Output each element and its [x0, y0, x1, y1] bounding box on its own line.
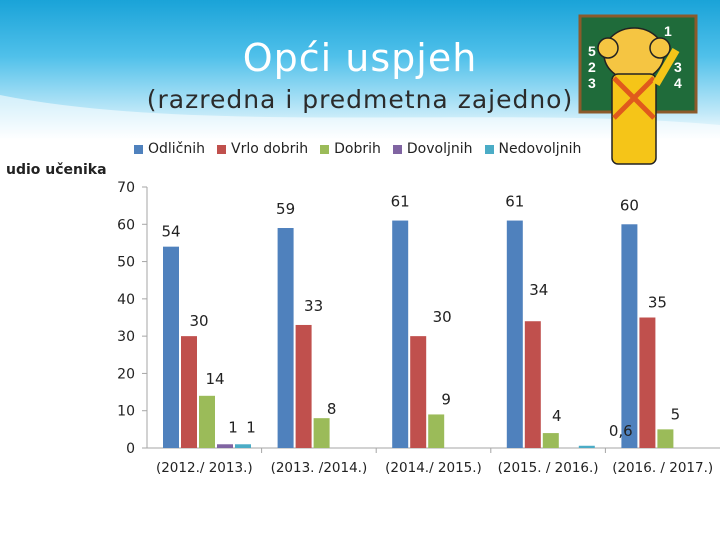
legend-label: Odličnih: [148, 141, 206, 157]
bar: [235, 444, 251, 448]
x-tick-label: (2016. / 2017.): [612, 460, 713, 476]
y-tick-label: 20: [117, 366, 135, 382]
svg-text:5: 5: [588, 43, 596, 59]
legend-item-nedovoljnih: Nedovoljnih: [484, 140, 582, 158]
legend-swatch: [484, 144, 494, 154]
data-label: 34: [529, 281, 548, 299]
y-axis-label: udio učenika: [6, 162, 107, 178]
svg-text:1: 1: [664, 23, 672, 39]
bar: [163, 246, 179, 448]
data-label: 4: [552, 407, 562, 425]
x-tick-label: (2013. /2014.): [271, 460, 368, 476]
x-tick-label: (2012./ 2013.): [156, 460, 253, 476]
bar: [277, 228, 294, 448]
y-tick-label: 70: [117, 180, 135, 196]
data-label: 5: [671, 405, 681, 423]
data-label: 33: [304, 297, 323, 315]
data-label: 35: [648, 294, 667, 312]
y-tick-label: 10: [117, 404, 135, 420]
bar: [217, 444, 233, 448]
data-label: 1: [246, 418, 256, 436]
svg-text:4: 4: [674, 75, 682, 91]
student-chalkboard-icon: 5 2 3 1 3 4: [578, 14, 698, 165]
legend-swatch: [392, 144, 402, 154]
page-title: Opći uspjeh: [242, 36, 478, 80]
y-tick-label: 50: [117, 255, 135, 271]
data-label: 30: [433, 308, 452, 326]
y-tick-label: 40: [117, 292, 135, 308]
legend-item-dovoljnih: Dovoljnih: [392, 140, 473, 158]
bar: [542, 433, 559, 448]
legend-swatch: [134, 144, 143, 154]
data-label: 61: [391, 193, 410, 211]
data-label: 54: [161, 223, 180, 241]
data-label: 30: [189, 312, 208, 330]
data-label: 60: [620, 196, 639, 214]
bar: [410, 336, 427, 448]
bar: [524, 321, 541, 448]
legend-label: Dobrih: [334, 141, 381, 157]
y-tick-label: 0: [126, 441, 135, 457]
bar: [181, 336, 197, 448]
bar: [657, 429, 674, 448]
bar: [199, 395, 215, 448]
x-tick-label: (2015. / 2016.): [498, 460, 599, 476]
data-label: 9: [441, 390, 451, 408]
y-tick-label: 30: [117, 329, 135, 345]
svg-text:3: 3: [674, 59, 682, 75]
legend-item-odlicnih: Odličnih: [134, 140, 205, 158]
y-tick-label: 60: [117, 217, 135, 233]
bar: [295, 324, 312, 448]
chart-legend: Odličnih Vrlo dobrih Dobrih Dovoljnih Ne…: [134, 140, 581, 158]
page-subtitle: (razredna i predmetna zajedno): [146, 85, 574, 114]
legend-label: Vrlo dobrih: [231, 141, 309, 157]
data-label: 8: [327, 400, 337, 418]
banner-wave: [0, 95, 720, 155]
legend-label: Dovoljnih: [406, 141, 473, 157]
svg-text:2: 2: [588, 59, 596, 75]
bar: [313, 418, 330, 448]
legend-item-vrlo-dobrih: Vrlo dobrih: [217, 140, 308, 158]
data-label: 59: [276, 200, 295, 218]
bar: [392, 220, 409, 448]
data-label: 0,6: [609, 422, 633, 440]
data-label: 61: [505, 193, 524, 211]
legend-swatch: [217, 144, 227, 154]
bar: [639, 317, 656, 448]
legend-swatch: [320, 144, 330, 154]
bar: [506, 220, 523, 448]
bar: [578, 445, 595, 448]
data-label: 14: [205, 370, 224, 388]
legend-label: Nedovoljnih: [498, 141, 582, 157]
legend-item-dobrih: Dobrih: [320, 140, 381, 158]
data-label: 1: [228, 418, 238, 436]
svg-text:3: 3: [588, 75, 596, 91]
x-tick-label: (2014./ 2015.): [385, 460, 482, 476]
bar: [428, 414, 445, 448]
bar: [621, 224, 638, 448]
